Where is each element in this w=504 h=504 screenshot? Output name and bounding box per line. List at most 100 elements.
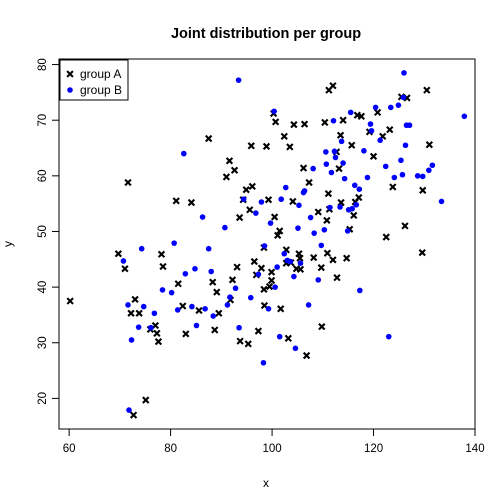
point-group-a — [211, 326, 219, 334]
x-axis-label: x — [263, 476, 269, 490]
point-group-a — [323, 216, 331, 224]
point-group-a — [305, 178, 313, 187]
point-group-b — [224, 302, 231, 308]
point-group-b — [232, 285, 239, 292]
legend: group A group B — [59, 59, 129, 101]
point-group-b — [210, 313, 217, 319]
point-group-b — [353, 201, 360, 208]
point-group-b — [310, 165, 316, 172]
series-group-b — [120, 70, 468, 413]
point-group-b — [202, 306, 208, 312]
point-group-b — [189, 303, 195, 310]
point-group-b — [125, 302, 131, 308]
point-group-b — [385, 333, 392, 340]
point-group-b — [296, 202, 302, 209]
point-group-a — [213, 288, 221, 296]
point-group-a — [267, 268, 276, 276]
point-group-b — [227, 294, 233, 300]
point-group-a — [127, 309, 135, 317]
y-tick-label: 50 — [37, 225, 49, 238]
point-group-a — [280, 132, 288, 140]
y-tick-label: 80 — [37, 58, 49, 71]
point-group-b — [356, 186, 363, 192]
point-group-a — [244, 340, 252, 348]
point-group-a — [284, 334, 292, 342]
point-group-a — [318, 322, 326, 331]
point-group-a — [355, 193, 363, 202]
legend-marker — [66, 70, 74, 78]
point-group-b — [367, 121, 374, 127]
point-group-b — [461, 113, 468, 120]
point-group-a — [276, 227, 284, 235]
point-group-b — [260, 359, 267, 366]
point-group-a — [423, 86, 431, 94]
point-group-b — [192, 265, 198, 272]
point-group-b — [323, 161, 330, 167]
point-group-b — [364, 174, 371, 181]
point-group-b — [341, 175, 348, 182]
plot-frame — [58, 58, 476, 430]
point-group-a — [401, 222, 409, 230]
point-group-b — [372, 104, 379, 111]
point-group-a — [302, 351, 311, 360]
point-group-b — [276, 333, 283, 340]
point-group-a — [418, 248, 426, 257]
point-group-a — [242, 186, 250, 194]
point-group-a — [124, 178, 132, 187]
point-group-b — [267, 220, 274, 226]
y-tick-label: 70 — [37, 114, 49, 127]
point-group-b — [429, 162, 436, 169]
point-group-a — [235, 213, 244, 222]
point-group-a — [159, 262, 167, 271]
point-group-a — [174, 280, 182, 288]
point-group-b — [344, 228, 351, 234]
point-group-b — [401, 70, 407, 76]
data-points — [66, 70, 468, 419]
point-group-b — [181, 150, 187, 157]
point-group-a — [324, 190, 333, 198]
point-group-b — [120, 258, 127, 264]
x-tick-label: 80 — [164, 443, 177, 455]
point-group-a — [339, 116, 347, 124]
x-axis: 60 80 100 120 140 — [63, 428, 485, 455]
point-group-a — [233, 263, 241, 271]
point-group-b — [138, 245, 145, 252]
point-group-b — [332, 154, 339, 161]
point-group-b — [274, 264, 280, 270]
point-group-b — [148, 324, 154, 331]
point-group-a — [260, 285, 268, 293]
point-group-b — [414, 173, 421, 179]
point-group-b — [247, 294, 254, 301]
point-group-b — [287, 258, 294, 265]
point-group-a — [425, 141, 433, 149]
point-group-b — [321, 227, 328, 233]
point-group-b — [292, 345, 299, 352]
point-group-a — [389, 183, 397, 191]
point-group-b — [382, 163, 389, 170]
point-group-b — [222, 224, 228, 231]
point-group-b — [174, 307, 181, 313]
point-group-b — [338, 138, 345, 145]
point-group-b — [377, 137, 383, 144]
point-group-a — [225, 157, 234, 165]
point-group-b — [126, 407, 132, 413]
point-group-b — [438, 198, 445, 205]
point-group-b — [368, 127, 375, 134]
point-group-b — [399, 171, 406, 178]
point-group-b — [291, 273, 297, 280]
point-group-a — [270, 213, 279, 221]
point-group-a — [329, 256, 337, 264]
point-group-a — [179, 302, 187, 310]
point-group-b — [272, 284, 278, 290]
point-group-a — [264, 196, 273, 204]
point-group-a — [300, 120, 309, 128]
point-group-a — [336, 131, 345, 139]
point-group-a — [296, 265, 305, 273]
point-group-a — [222, 173, 231, 181]
point-group-b — [402, 142, 409, 149]
point-group-b — [311, 230, 317, 236]
point-group-b — [159, 287, 166, 293]
point-group-b — [140, 303, 147, 310]
point-group-b — [261, 243, 268, 249]
